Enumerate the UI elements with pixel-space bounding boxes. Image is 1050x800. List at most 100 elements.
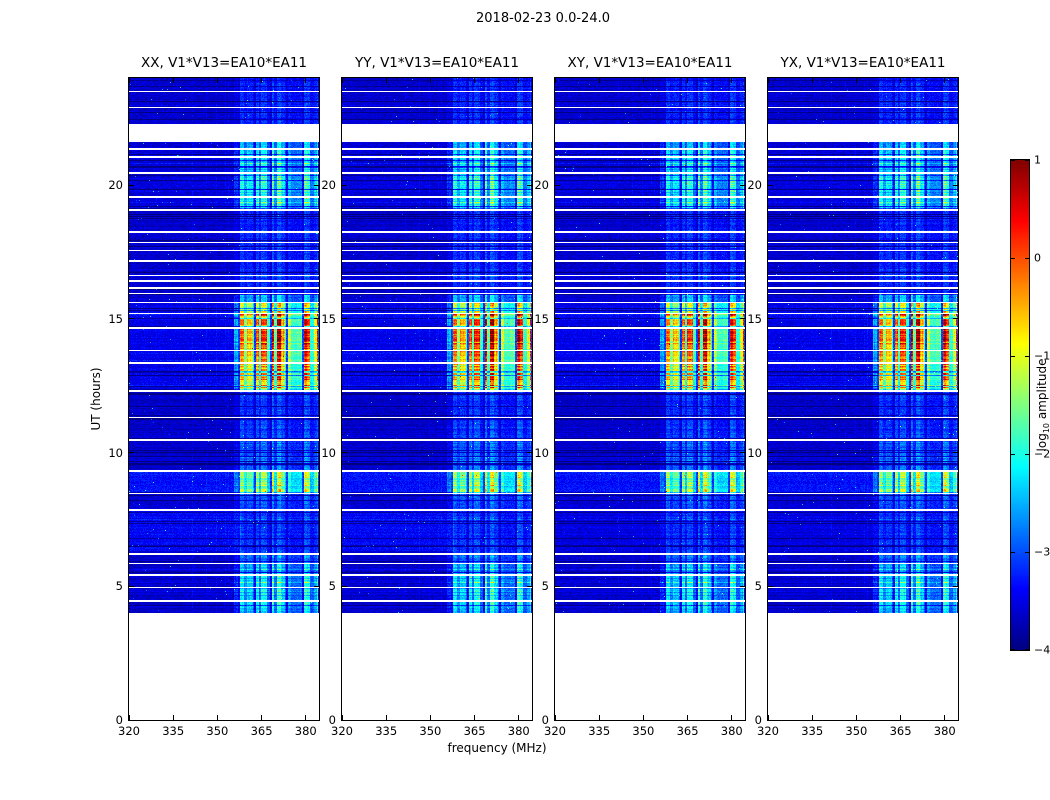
spectrogram-canvas-xy	[555, 78, 745, 720]
y-tick-label: 0	[541, 713, 549, 727]
colorbar-tick-label: 0	[1034, 251, 1041, 265]
y-tick-mark	[768, 585, 773, 587]
figure-title: 2018-02-23 0.0-24.0	[476, 11, 610, 26]
colorbar-tick-label: −1	[1034, 349, 1050, 363]
y-tick-label: 5	[115, 579, 123, 594]
x-tick-mark	[216, 715, 218, 720]
y-tick-mark	[527, 719, 532, 721]
panel-title-xy: XY, V1*V13=EA10*EA11	[567, 55, 733, 71]
x-tick-label: 335	[162, 724, 185, 738]
y-tick-mark	[768, 318, 773, 320]
x-tick-mark	[731, 78, 733, 83]
x-tick-label: 335	[801, 724, 824, 738]
x-tick-label: 365	[250, 724, 273, 738]
x-tick-mark	[944, 715, 946, 720]
panel-title-yx: YX, V1*V13=EA10*EA11	[780, 55, 946, 71]
x-tick-mark	[855, 78, 857, 83]
x-tick-label: 380	[294, 724, 317, 738]
x-tick-mark	[385, 715, 387, 720]
x-tick-mark	[900, 715, 902, 720]
colorbar-gradient	[1011, 160, 1029, 650]
y-tick-label: 20	[534, 178, 549, 192]
panel-title-xx: XX, V1*V13=EA10*EA11	[140, 55, 308, 71]
y-tick-mark	[740, 452, 745, 453]
spectrogram-panel-xx: XX, V1*V13=EA10*EA11 320 335 350 365 380 0 5 10…	[108, 55, 320, 738]
x-tick-mark	[687, 715, 689, 720]
x-tick-mark	[172, 715, 174, 720]
y-tick-mark	[314, 452, 319, 453]
y-tick-mark	[953, 585, 958, 587]
x-tick-label: 350	[845, 724, 868, 738]
colorbar-tick-mark	[1025, 551, 1029, 553]
spectrogram-panel-yy: YY, V1*V13=EA10*EA11 320 335 350 365 380 0 5 10…	[321, 55, 533, 738]
x-tick-mark	[305, 78, 307, 83]
y-tick-mark	[342, 184, 347, 186]
x-tick-mark	[554, 78, 556, 83]
x-tick-label: 320	[544, 724, 566, 738]
y-tick-mark	[555, 719, 560, 721]
y-tick-mark	[527, 585, 532, 587]
x-tick-label: 320	[118, 724, 140, 738]
y-tick-mark	[314, 184, 319, 186]
y-tick-mark	[527, 452, 532, 453]
colorbar-tick-mark	[1011, 257, 1015, 259]
y-tick-mark	[527, 184, 532, 186]
y-tick-label: 15	[534, 311, 549, 326]
y-tick-mark	[129, 585, 134, 587]
x-tick-label: 380	[720, 724, 743, 738]
y-tick-mark	[555, 585, 560, 587]
x-tick-mark	[172, 78, 174, 83]
x-tick-mark	[385, 78, 387, 83]
colorbar-label-sub: 10	[1042, 422, 1050, 434]
y-tick-label: 5	[541, 579, 549, 594]
y-tick-mark	[953, 318, 958, 320]
y-tick-mark	[740, 585, 745, 587]
x-tick-label: 365	[463, 724, 486, 738]
x-tick-label: 320	[331, 724, 353, 738]
y-tick-mark	[740, 184, 745, 186]
x-tick-label: 380	[933, 724, 956, 738]
x-tick-label: 380	[507, 724, 530, 738]
x-tick-mark	[216, 78, 218, 83]
y-tick-mark	[129, 318, 134, 320]
spectrogram-canvas-yy	[342, 78, 532, 720]
x-tick-label: 320	[757, 724, 779, 738]
x-tick-label: 350	[632, 724, 655, 738]
x-axis-label: frequency (MHz)	[447, 741, 547, 755]
y-tick-label: 15	[321, 311, 336, 326]
colorbar-tick-mark	[1011, 649, 1015, 650]
y-tick-mark	[555, 184, 560, 186]
x-tick-label: 335	[588, 724, 611, 738]
x-tick-mark	[341, 78, 343, 83]
y-tick-mark	[953, 184, 958, 186]
x-tick-mark	[261, 78, 263, 83]
y-tick-label: 5	[754, 579, 762, 594]
x-tick-mark	[261, 715, 263, 720]
x-tick-mark	[642, 78, 644, 83]
y-tick-mark	[129, 184, 134, 186]
x-tick-label: 350	[419, 724, 442, 738]
y-tick-label: 20	[321, 178, 336, 192]
colorbar-tick-label: −3	[1034, 545, 1050, 559]
y-tick-mark	[555, 318, 560, 320]
y-tick-label: 0	[328, 713, 336, 727]
x-tick-mark	[944, 78, 946, 83]
colorbar-tick-mark	[1011, 160, 1015, 161]
colorbar-tick-label: 1	[1034, 153, 1041, 167]
y-tick-mark	[768, 719, 773, 721]
spectrogram-panel-yx: YX, V1*V13=EA10*EA11 320 335 350 365 380 0 5 10…	[747, 55, 959, 738]
spectrogram-canvas-xx	[129, 78, 319, 720]
x-tick-mark	[128, 715, 130, 720]
colorbar-tick-mark	[1025, 355, 1029, 357]
x-tick-mark	[687, 78, 689, 83]
x-tick-mark	[811, 715, 813, 720]
y-tick-mark	[768, 452, 773, 453]
x-tick-label: 365	[676, 724, 699, 738]
y-tick-mark	[314, 318, 319, 320]
y-tick-mark	[314, 719, 319, 721]
colorbar-label: log10 amplitude	[1035, 359, 1050, 452]
x-tick-mark	[429, 715, 431, 720]
x-tick-mark	[518, 78, 520, 83]
y-tick-mark	[342, 585, 347, 587]
